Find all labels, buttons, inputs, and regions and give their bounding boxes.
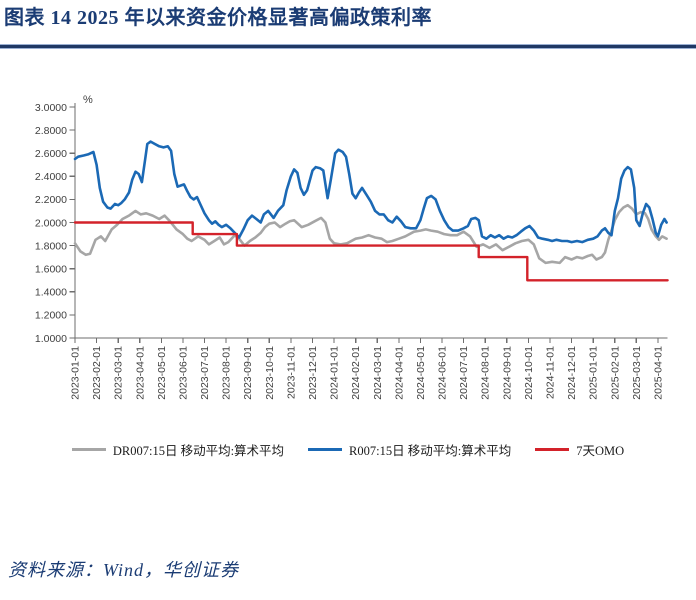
y-tick-label: 1.8000 [35, 240, 67, 252]
r007-line-swatch-icon [308, 447, 343, 451]
x-tick-label: 2023-10-01 [264, 346, 276, 400]
legend-item-omo: 7天OMO [535, 440, 624, 459]
x-tick-label: 2024-03-01 [372, 346, 384, 400]
legend-item-dr007: DR007:15日 移动平均:算术平均 [71, 440, 285, 459]
series-line-1 [73, 140, 668, 244]
x-tick-label: 2025-01-01 [588, 346, 600, 400]
y-tick-label: 2.6000 [35, 148, 67, 160]
dr007-line-swatch-icon [71, 447, 106, 451]
legend-item-r007: R007:15日 移动平均:算术平均 [308, 440, 511, 459]
rate-line-chart: 3.0000 2.8000 2.6000 2.4000 2.2000 2.0000 1.80… [35, 94, 669, 400]
y-tick-label: 2.2000 [35, 194, 67, 206]
x-tick-label: 2024-09-01 [501, 346, 513, 400]
omo-line-swatch-icon [535, 447, 570, 451]
x-tick-label: 2023-01-01 [70, 346, 82, 400]
x-tick-label: 2024-10-01 [523, 346, 535, 400]
x-tick-label: 2024-07-01 [458, 346, 470, 400]
x-tick-label: 2023-08-01 [221, 346, 233, 400]
x-tick-label: 2024-02-01 [350, 346, 362, 400]
x-tick-label: 2025-03-01 [631, 346, 643, 400]
source-note: 资料来源：Wind，华创证券 [8, 560, 240, 580]
y-tick-label: 2.4000 [35, 171, 67, 183]
x-tick-label: 2025-04-01 [652, 346, 664, 400]
y-tick-label: 1.4000 [35, 287, 67, 299]
x-tick-label: 2024-04-01 [393, 346, 405, 400]
title-divider [0, 44, 696, 49]
x-tick-label: 2023-06-01 [177, 346, 189, 400]
x-tick-label: 2024-05-01 [415, 346, 427, 400]
series-line-0 [73, 203, 668, 265]
x-tick-label: 2024-08-01 [480, 346, 492, 400]
axis-lines [74, 103, 668, 339]
x-tick-label: 2023-05-01 [156, 346, 168, 400]
x-tick-label: 2025-02-01 [609, 346, 621, 400]
y-tick-label: 1.0000 [35, 333, 67, 345]
x-tick-label: 2024-01-01 [329, 346, 341, 400]
x-tick-label: 2023-03-01 [113, 346, 125, 400]
x-tick-label: 2023-07-01 [199, 346, 211, 400]
x-tick-label: 2024-06-01 [437, 346, 449, 400]
x-tick-label: 2023-11-01 [285, 346, 297, 399]
x-tick-label: 2024-11-01 [544, 346, 556, 399]
legend-label-r007: R007:15日 移动平均:算术平均 [349, 443, 512, 458]
x-tick-label: 2023-12-01 [307, 346, 319, 400]
series-line-2 [73, 221, 669, 282]
x-tick-label: 2024-12-01 [566, 346, 578, 400]
x-tick-label: 2023-04-01 [134, 346, 146, 400]
y-tick-label: 1.6000 [35, 264, 67, 276]
x-tick-label: 2023-02-01 [91, 346, 103, 400]
legend-label-omo: 7天OMO [576, 443, 625, 458]
legend-label-dr007: DR007:15日 移动平均:算术平均 [112, 443, 285, 458]
y-tick-label: 1.2000 [35, 310, 67, 322]
y-tick-label: 2.8000 [35, 125, 67, 137]
y-tick-label: 3.0000 [35, 102, 67, 114]
y-tick-label: 2.0000 [35, 217, 67, 229]
y-axis-unit-label: % [83, 94, 93, 106]
x-tick-label: 2023-09-01 [242, 346, 254, 400]
figure-title: 图表 14 2025 年以来资金价格显著高偏政策利率 [4, 7, 432, 29]
chart-legend: DR007:15日 移动平均:算术平均 R007:15日 移动平均:算术平均 7… [0, 440, 696, 458]
